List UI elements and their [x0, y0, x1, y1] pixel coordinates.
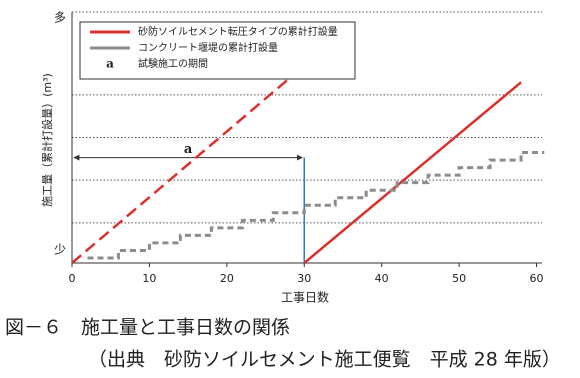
y-top-label: 多 — [54, 11, 66, 25]
x-tick-label: 30 — [297, 272, 311, 285]
legend-annotation-symbol: a — [106, 57, 114, 71]
caption: （出典 砂防ソイルセメント施工便覧 平成 28 年版） — [88, 349, 561, 371]
series-line — [303, 81, 522, 264]
caption: 図－６ 施工量と工事日数の関係 — [5, 317, 290, 339]
x-tick-label: 40 — [375, 272, 389, 285]
legend-label: 試験施工の期間 — [138, 57, 208, 70]
annotation-text: a — [184, 142, 193, 157]
x-tick-label: 10 — [142, 272, 156, 285]
legend-label: コンクリート堰堤の累計打設量 — [138, 41, 278, 54]
x-tick-label: 60 — [530, 272, 544, 285]
x-tick-label: 50 — [452, 272, 466, 285]
x-tick-label: 20 — [220, 272, 234, 285]
legend-label: 砂防ソイルセメント転圧タイプの累計打設量 — [138, 25, 338, 38]
x-axis-label: 工事日数 — [281, 290, 329, 305]
x-tick-label: 0 — [69, 272, 76, 285]
y-bottom-label: 少 — [54, 243, 66, 257]
y-axis-label: 施工量（累計打設量）(m³) — [40, 73, 54, 207]
series-line — [87, 151, 545, 260]
series-line — [71, 71, 298, 264]
